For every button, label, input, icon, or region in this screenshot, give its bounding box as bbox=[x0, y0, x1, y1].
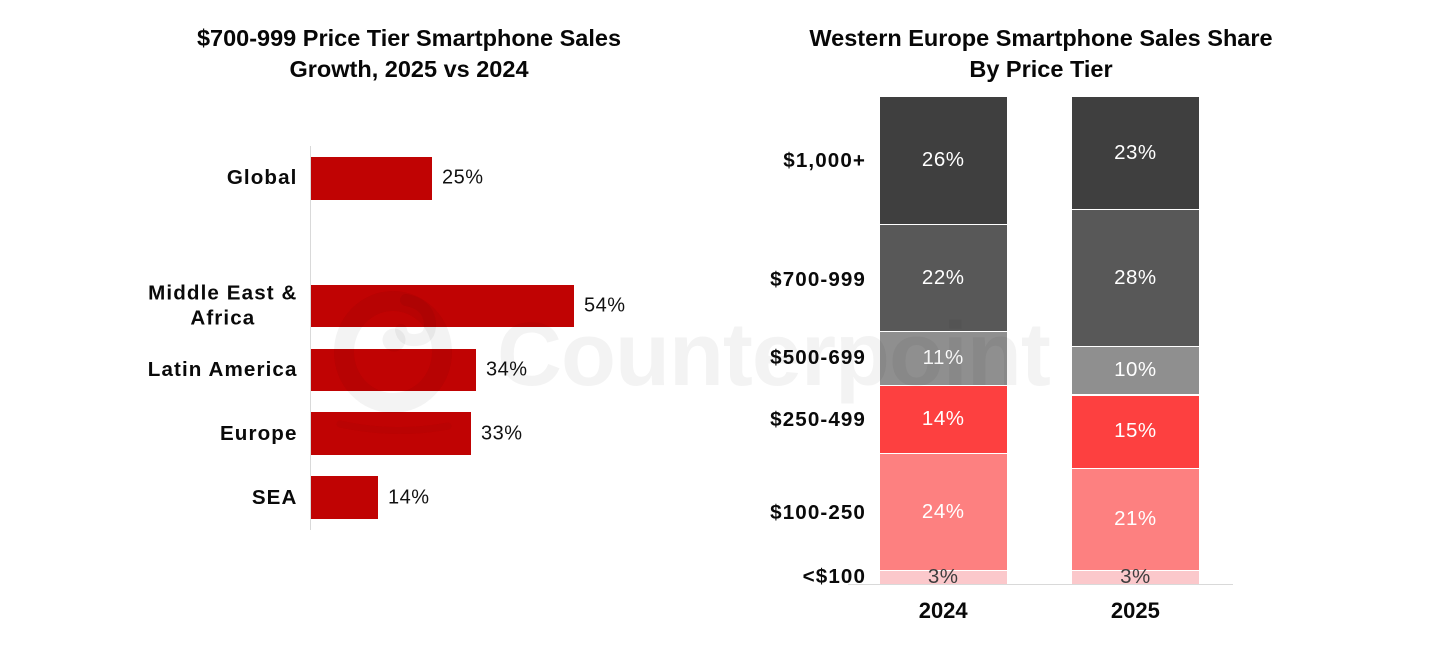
svg-text:Counterpoint: Counterpoint bbox=[497, 305, 1050, 405]
